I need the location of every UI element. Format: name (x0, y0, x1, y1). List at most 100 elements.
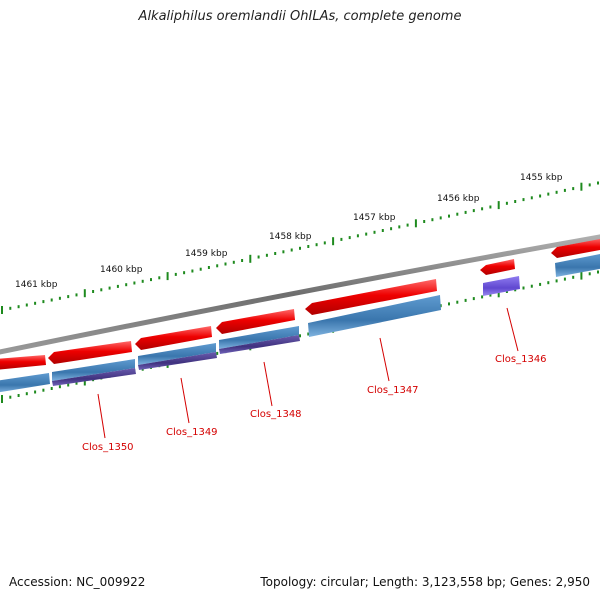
kbp-scale: 1461 kbp 1460 kbp 1459 kbp 1458 kbp 1457… (15, 173, 563, 290)
minor-tick (133, 281, 136, 285)
cds-bar[interactable] (483, 276, 520, 296)
minor-tick (9, 306, 12, 310)
minor-tick (265, 253, 268, 257)
gene-label[interactable]: Clos_1348 (250, 409, 302, 420)
gene-label[interactable]: Clos_1349 (166, 427, 218, 438)
minor-tick (572, 187, 575, 191)
minor-tick (34, 301, 37, 305)
cds-bar[interactable] (308, 295, 441, 337)
cds-bar[interactable] (52, 359, 135, 381)
major-tick (497, 201, 500, 210)
minor-tick (547, 192, 550, 196)
minor-tick (481, 207, 484, 211)
cds-bar[interactable] (219, 326, 299, 349)
minor-tick (348, 236, 351, 240)
minor-tick (448, 302, 450, 306)
gene-arrow[interactable] (48, 341, 132, 364)
minor-tick (299, 334, 301, 338)
minor-tick (505, 201, 508, 205)
minor-tick (100, 288, 103, 292)
minor-tick (67, 383, 70, 387)
minor-tick (216, 351, 219, 355)
gene-label[interactable]: Clos_1350 (82, 442, 134, 453)
minor-tick (92, 290, 95, 293)
major-tick (83, 377, 86, 386)
minor-tick (207, 266, 210, 269)
minor-tick (158, 276, 161, 280)
minor-tick (299, 246, 301, 250)
cds-bar[interactable] (138, 343, 216, 365)
minor-tick (555, 190, 558, 194)
major-tick (83, 289, 86, 298)
cds-bar[interactable] (219, 335, 300, 354)
minor-tick (406, 223, 409, 227)
minor-tick (257, 255, 260, 259)
minor-tick (50, 387, 53, 390)
minor-tick (274, 252, 277, 255)
minor-tick (340, 237, 343, 241)
minor-tick (232, 260, 235, 264)
minor-tick (17, 305, 20, 309)
minor-tick (431, 218, 434, 222)
gene-arrow[interactable] (135, 326, 212, 350)
minor-tick (141, 279, 144, 283)
minor-tick (224, 262, 227, 266)
gene-label[interactable]: Clos_1347 (367, 385, 419, 396)
minor-tick (58, 385, 61, 389)
genome-backbone (0, 234, 600, 355)
minor-tick (381, 229, 384, 232)
minor-tick (216, 264, 219, 268)
gene-labels: Clos_1350 Clos_1349 Clos_1348 Clos_1347 … (82, 354, 547, 453)
minor-tick (75, 381, 78, 385)
minor-tick (58, 296, 61, 300)
minor-tick (597, 181, 599, 185)
kbp-label: 1455 kbp (520, 173, 563, 183)
minor-tick (563, 188, 566, 192)
minor-tick (572, 275, 575, 279)
minor-tick (75, 293, 78, 297)
minor-tick (116, 284, 119, 288)
minor-tick (25, 392, 28, 396)
minor-tick (456, 300, 459, 304)
gene-arrow[interactable] (551, 238, 600, 258)
major-tick (497, 289, 500, 298)
minor-tick (472, 297, 475, 301)
minor-tick (199, 267, 202, 271)
minor-tick (472, 209, 475, 213)
gene-leaders (97, 307, 519, 439)
gene-arrow[interactable] (216, 309, 295, 334)
minor-tick (439, 216, 442, 220)
minor-tick (373, 230, 376, 234)
kbp-label: 1457 kbp (353, 213, 396, 223)
minor-tick (241, 259, 244, 262)
minor-tick (563, 277, 566, 281)
gene-arrow[interactable] (305, 279, 437, 315)
kbp-label: 1461 kbp (15, 280, 58, 290)
kbp-label: 1460 kbp (100, 265, 143, 275)
minor-tick (588, 272, 591, 276)
gene-label[interactable]: Clos_1346 (495, 354, 547, 365)
gene-track (0, 238, 600, 370)
cds-bar[interactable] (52, 368, 136, 386)
gene-arrow[interactable] (0, 355, 46, 370)
minor-tick (588, 183, 591, 187)
minor-tick (464, 210, 467, 214)
cds-bar[interactable] (0, 373, 50, 393)
minor-tick (282, 250, 285, 254)
outer-tick-ring (1, 181, 599, 314)
minor-tick (290, 248, 293, 252)
gene-arrow[interactable] (480, 259, 515, 275)
cds-bar[interactable] (555, 253, 600, 277)
minor-tick (315, 243, 318, 247)
minor-tick (108, 286, 111, 290)
cds-bar[interactable] (138, 352, 217, 370)
minor-tick (514, 200, 517, 203)
minor-tick (34, 390, 37, 394)
minor-tick (555, 279, 558, 283)
minor-tick (547, 281, 550, 285)
minor-tick (67, 295, 70, 299)
major-tick (1, 306, 3, 314)
minor-tick (398, 225, 401, 229)
